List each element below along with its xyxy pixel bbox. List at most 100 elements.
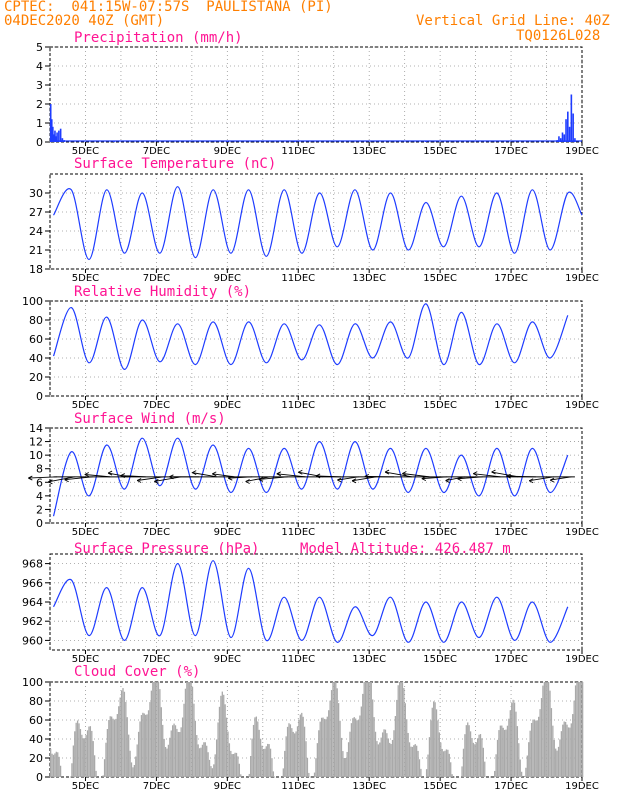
cloud-bar	[350, 723, 353, 777]
precip-bar	[53, 134, 55, 142]
cloud-bar	[248, 773, 250, 777]
cloud-bar	[345, 758, 347, 777]
cloud-bar	[123, 691, 126, 777]
cloud-bar	[261, 745, 263, 777]
cloud-bar	[386, 733, 388, 777]
precip-ytick-label: 2	[36, 98, 43, 111]
wind-arrow	[421, 476, 448, 480]
cloud-bar	[136, 744, 138, 777]
cloud-bar	[397, 685, 399, 777]
wind-arrow-head	[169, 474, 174, 480]
cloud-bar	[425, 769, 428, 777]
pres-xtick-label: 15DEC	[423, 654, 457, 665]
cloud-bar	[376, 741, 378, 777]
precip-ytick-label: 4	[36, 60, 43, 73]
cloud-bar	[467, 722, 469, 777]
cloud-ytick-label: 0	[36, 771, 43, 784]
cloud-title: Cloud Cover (%)	[74, 664, 200, 680]
precip-ytick-label: 3	[36, 79, 43, 92]
precip-bar	[52, 126, 54, 142]
rh-xtick-label: 13DEC	[352, 400, 386, 411]
wind-arrow	[28, 476, 58, 479]
cloud-bar	[372, 699, 374, 777]
cloud-bar	[435, 709, 438, 777]
wind-arrow-head	[84, 472, 89, 477]
cloud-bar	[516, 726, 519, 777]
cloud-bar	[157, 682, 160, 777]
cloud-bar	[299, 714, 301, 777]
pres-ytick-label: 964	[22, 596, 43, 609]
wind-arrow	[228, 476, 253, 479]
wind-arrow-head	[549, 477, 555, 483]
cloud-bar	[140, 715, 143, 777]
cloud-xtick-label: 7DEC	[143, 781, 170, 792]
wind-arrow	[258, 476, 288, 480]
cloud-bar	[228, 743, 231, 777]
cloud-bar	[163, 738, 165, 777]
cloud-bar	[84, 738, 86, 777]
cloud-bar	[264, 748, 266, 777]
cloud-bar	[238, 763, 240, 777]
cloud-bar	[416, 745, 418, 777]
cloud-bar	[511, 703, 513, 777]
cloud-bar	[444, 750, 446, 777]
precip-bar	[572, 113, 574, 142]
wind-arrow-head	[337, 477, 342, 483]
cloud-bar	[545, 682, 547, 777]
wind-arrow-head	[298, 469, 303, 475]
cloud-bar	[532, 719, 534, 777]
cloud-bar	[255, 716, 258, 777]
wind-arrow-head	[491, 469, 496, 475]
cloud-bar	[574, 685, 577, 777]
cloud-bar	[89, 726, 92, 777]
cloud-bar	[377, 744, 380, 777]
cloud-bar	[566, 724, 568, 777]
wind-arrow-head	[212, 471, 217, 477]
wind-arrow	[64, 476, 93, 481]
cloud-bar	[465, 725, 467, 777]
cloud-xtick-label: 11DEC	[281, 781, 315, 792]
cloud-bar	[366, 682, 368, 777]
cloud-bar	[406, 719, 408, 777]
cloud-bar	[427, 754, 429, 777]
cloud-bar	[269, 748, 272, 777]
cloud-bar	[130, 762, 133, 777]
cloud-bar	[187, 682, 189, 777]
cloud-bar	[363, 682, 365, 777]
cloud-bar	[303, 726, 306, 777]
cloud-bar	[518, 743, 520, 777]
wind-arrow	[506, 475, 536, 478]
cloud-bar	[418, 759, 421, 777]
cloud-bar	[282, 768, 284, 777]
cloud-bar	[352, 718, 354, 777]
cloud-bar	[475, 742, 477, 777]
wind-arrow-head	[457, 476, 462, 482]
cloud-bar	[257, 721, 259, 777]
cloud-bar	[471, 738, 473, 777]
pres-ytick-label: 960	[22, 634, 43, 647]
cloud-bar	[86, 730, 89, 777]
cloud-bar	[145, 714, 147, 777]
precip-bar	[559, 138, 562, 142]
cloud-bar	[411, 746, 414, 777]
precip-bar	[56, 132, 58, 142]
cloud-bar	[295, 731, 297, 777]
cloud-bar	[91, 730, 93, 777]
cloud-bar	[55, 751, 57, 777]
cloud-bar	[109, 716, 111, 777]
cloud-bar	[414, 744, 416, 777]
cloud-bar	[137, 731, 140, 777]
cloud-bar	[166, 748, 168, 777]
cloud-bar	[515, 711, 517, 777]
cloud-bar	[147, 710, 150, 777]
cloud-bar	[339, 720, 341, 777]
pres-ytick-label: 968	[22, 558, 43, 571]
cloud-bar	[76, 720, 79, 777]
cloud-bar	[335, 682, 337, 777]
cloud-bar	[550, 708, 553, 777]
precip-frame	[49, 46, 583, 143]
cloud-xtick-label: 19DEC	[565, 781, 599, 792]
cloud-bar	[318, 730, 320, 777]
pres-ytick-label: 962	[22, 615, 43, 628]
cloud-bar	[505, 729, 507, 777]
